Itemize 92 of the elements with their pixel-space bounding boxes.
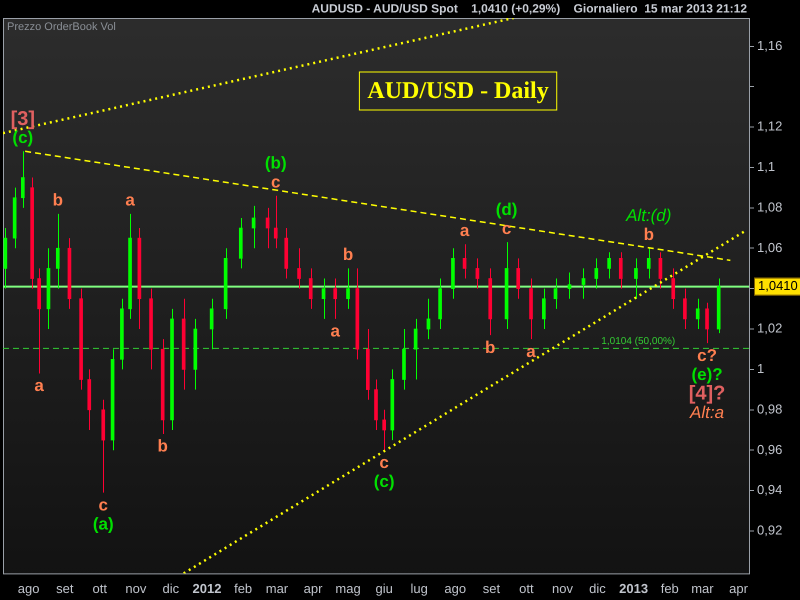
candlestick [266, 207, 270, 249]
candlestick [582, 268, 586, 300]
candlestick [210, 298, 214, 350]
candlestick [634, 258, 638, 300]
annotation: b [644, 224, 654, 244]
text: AUD/USD - Daily [367, 78, 549, 104]
annotation: b [52, 190, 63, 210]
x-tick-label: 2012 [192, 580, 222, 596]
annotation: Alt:a [689, 402, 724, 422]
x-tick-label: set [56, 580, 74, 596]
annotation: c [379, 452, 389, 472]
candlestick [554, 278, 558, 310]
y-tick-label: 1,08 [757, 199, 782, 214]
annotation: a [34, 376, 44, 396]
x-tick-label: apr [304, 580, 324, 596]
candlestick [542, 288, 546, 330]
x-tick-label: dic [162, 580, 180, 596]
annotation: b [342, 245, 354, 264]
candlestick [618, 252, 623, 290]
x-tick-label: feb [234, 580, 252, 596]
x-tick-label: nov [552, 580, 574, 596]
candlestick [516, 258, 520, 300]
x-tick-label: mag [335, 580, 361, 596]
x-tick-label: feb [660, 580, 679, 596]
annotation: a [330, 322, 340, 341]
x-tick-label: ott [92, 580, 108, 596]
candlestick [308, 268, 313, 310]
annotation: c? [697, 346, 717, 365]
candlestick [683, 288, 687, 330]
x-tick-label: apr [729, 580, 749, 596]
candlestick [346, 268, 350, 310]
x-tick-label: ago [18, 580, 40, 596]
candlestick [414, 318, 418, 380]
annotation: b [485, 338, 496, 357]
candlestick [646, 248, 651, 280]
candlestick [274, 195, 278, 249]
y-tick-label: 0,92 [757, 522, 782, 538]
annotation: [3] [10, 108, 36, 130]
annotation: Prezzo OrderBook Vol [7, 21, 116, 34]
candlestick [20, 150, 25, 208]
annotation: b [157, 436, 168, 456]
x-tick-label: lug [410, 580, 428, 596]
candlestick [705, 302, 709, 344]
x-tick-label: 2013 [619, 580, 648, 596]
candlestick [382, 409, 386, 451]
ref-line-label: 1,0410 [758, 278, 798, 294]
y-tick-label: 1 [757, 360, 764, 376]
candlestick [462, 244, 466, 280]
x-tick-label: ago [444, 580, 466, 596]
candlestick [297, 248, 301, 290]
candlestick [594, 258, 598, 290]
candlestick [568, 272, 572, 300]
y-tick-label: 1,12 [757, 118, 782, 134]
x-tick-label: set [482, 580, 500, 596]
x-tick-label: nov [125, 580, 147, 596]
annotation: (d) [496, 200, 518, 219]
candlestick [658, 252, 662, 290]
candlestick [671, 268, 676, 310]
y-tick-label: 0,98 [757, 401, 782, 416]
annotation: c [271, 172, 280, 192]
candlestick [252, 205, 256, 249]
annotation: c [502, 218, 512, 238]
chart-subtitle: AUDUSD - AUD/USD Spot 1,0410 (+0,29%) Giornaliero 15 mar 2013 21:12 [312, 1, 748, 16]
annotation: a [125, 190, 136, 210]
annotation: (b) [264, 153, 287, 172]
candlestick [333, 278, 338, 320]
annotation: Alt:(d) [625, 206, 672, 225]
candlestick [607, 252, 611, 280]
annotation: (c) [374, 472, 395, 491]
annotation: 1,0104 (50,00%) [601, 336, 676, 348]
annotation: (a) [92, 514, 114, 534]
x-tick-label: mar [691, 580, 714, 596]
y-tick-label: 1,1 [757, 159, 776, 174]
x-tick-label: dic [589, 580, 606, 596]
x-tick-label: giu [375, 580, 393, 596]
y-tick-label: 0,96 [757, 442, 782, 457]
y-tick-label: 1,16 [757, 38, 782, 53]
annotation: c [98, 495, 108, 514]
y-tick-label: 1,06 [757, 240, 782, 255]
annotation: [4]? [688, 382, 726, 405]
annotation: a [526, 342, 536, 361]
x-tick-label: ott [519, 580, 534, 596]
candlestick [696, 298, 700, 330]
y-tick-label: 0,94 [757, 482, 782, 498]
candlestick [322, 278, 326, 320]
annotation: (e)? [691, 364, 723, 384]
x-tick-label: mar [266, 580, 289, 596]
annotation: a [460, 220, 470, 240]
y-tick-label: 1,02 [757, 320, 782, 336]
candlestick [476, 258, 480, 290]
candlestick [426, 298, 430, 340]
candlestick [56, 213, 60, 290]
